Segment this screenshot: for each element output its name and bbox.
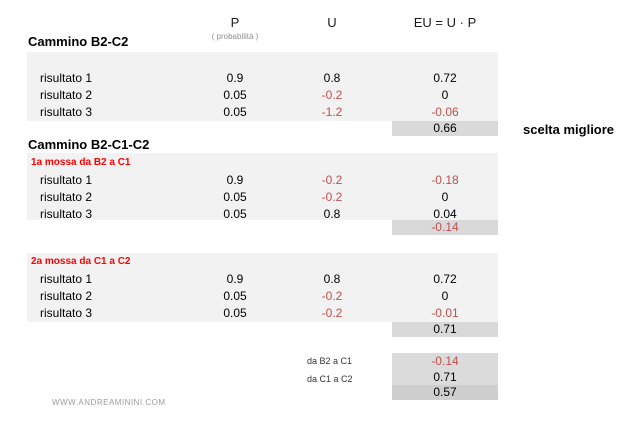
cell-u: -1.2 (321, 105, 343, 119)
cell-p: 0.9 (226, 173, 244, 187)
column-header-p: P (230, 15, 240, 30)
row-label: risultato 2 (40, 190, 93, 204)
move-label-1: 1a mossa da B2 a C1 (31, 157, 131, 168)
summary-total: 0.57 (392, 385, 498, 400)
cell-eu: 0.72 (433, 272, 457, 286)
cell-u: -0.2 (321, 306, 343, 320)
cell-eu: 0 (441, 289, 449, 303)
table-row: risultato 1 0.9 0.8 0.72 (0, 271, 632, 287)
cell-u: -0.2 (321, 88, 343, 102)
best-choice-note: scelta migliore (523, 122, 615, 137)
cell-u: 0.8 (323, 207, 341, 221)
sum-cell-move-2: 0.71 (392, 322, 498, 337)
cell-u: 0.8 (323, 272, 341, 286)
section-title-cammino-b2-c1-c2: Cammino B2-C1-C2 (28, 137, 150, 152)
summary-value-b2-c1: -0.14 (392, 353, 498, 369)
cell-eu: 0 (441, 88, 449, 102)
table-row: risultato 1 0.9 0.8 0.72 (0, 70, 632, 86)
sum-cell-move-1: -0.14 (392, 220, 498, 235)
table-row: risultato 2 0.05 -0.2 0 (0, 87, 632, 103)
section-band-3 (27, 253, 498, 322)
cell-eu: -0.06 (431, 105, 459, 119)
summary-label-c1-c2: da C1 a C2 (307, 374, 353, 384)
row-label: risultato 2 (40, 88, 93, 102)
row-label: risultato 3 (40, 306, 93, 320)
cell-eu: -0.01 (431, 306, 459, 320)
cell-p: 0.05 (223, 289, 247, 303)
column-header-eu: EU = U · P (413, 15, 477, 30)
column-header-u: U (327, 15, 337, 30)
sum-cell-b2-c2: 0.66 (392, 121, 498, 136)
cell-p: 0.9 (226, 272, 244, 286)
section-band-1 (27, 52, 498, 121)
table-row: risultato 2 0.05 -0.2 0 (0, 288, 632, 304)
cell-p: 0.9 (226, 71, 244, 85)
cell-p: 0.05 (223, 88, 247, 102)
row-label: risultato 3 (40, 105, 93, 119)
section-title-cammino-b2-c2: Cammino B2-C2 (28, 34, 129, 49)
table-row: risultato 1 0.9 -0.2 -0.18 (0, 172, 632, 188)
table-row: risultato 2 0.05 -0.2 0 (0, 189, 632, 205)
row-label: risultato 1 (40, 173, 93, 187)
cell-eu: -0.18 (431, 173, 459, 187)
cell-u: -0.2 (321, 190, 343, 204)
row-label: risultato 1 (40, 272, 93, 286)
cell-p: 0.05 (223, 306, 247, 320)
table-row: risultato 3 0.05 0.8 0.04 (0, 206, 632, 222)
cell-p: 0.05 (223, 190, 247, 204)
row-label: risultato 3 (40, 207, 93, 221)
row-label: risultato 1 (40, 71, 93, 85)
section-band-2 (27, 153, 498, 220)
cell-p: 0.05 (223, 207, 247, 221)
table-row: risultato 3 0.05 -1.2 -0.06 (0, 104, 632, 120)
cell-eu: 0 (441, 190, 449, 204)
cell-u: -0.2 (321, 173, 343, 187)
watermark: WWW.ANDREAMININI.COM (52, 398, 166, 407)
summary-label-b2-c1: da B2 a C1 (307, 356, 353, 366)
cell-u: -0.2 (321, 289, 343, 303)
summary-value-c1-c2: 0.71 (392, 369, 498, 385)
move-label-2: 2a mossa da C1 a C2 (31, 256, 131, 267)
cell-u: 0.8 (323, 71, 341, 85)
column-header-p-subtitle: ( probabilità ) (211, 32, 259, 41)
cell-eu: 0.72 (433, 71, 457, 85)
row-label: risultato 2 (40, 289, 93, 303)
table-row: risultato 3 0.05 -0.2 -0.01 (0, 305, 632, 321)
cell-p: 0.05 (223, 105, 247, 119)
cell-eu: 0.04 (433, 207, 457, 221)
